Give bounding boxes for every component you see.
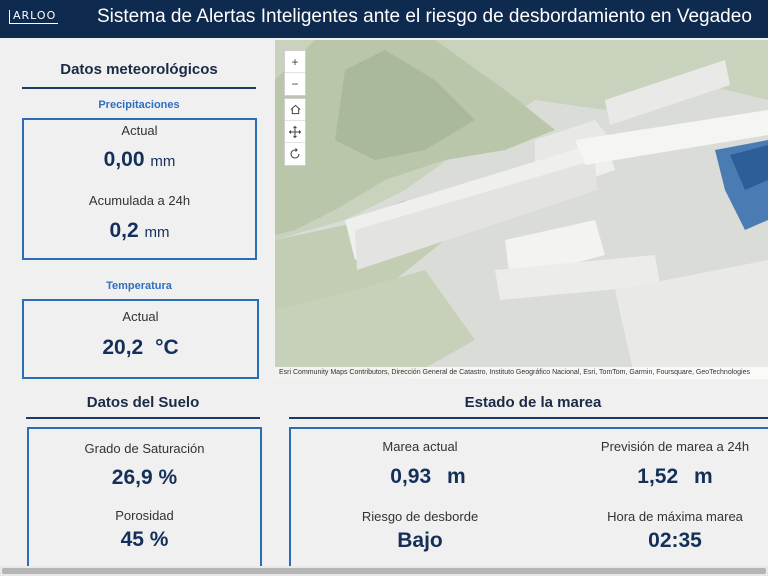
marea-current-value: 0,93 m xyxy=(308,465,548,489)
map-attribution: Esri Community Maps Contributors, Direcc… xyxy=(275,367,768,379)
saturation-value: 26,9 % xyxy=(111,466,178,489)
precip-acc-label: Acumulada a 24h xyxy=(88,193,191,208)
porosity-value: 45 % xyxy=(120,528,169,551)
scrollbar-thumb[interactable] xyxy=(2,568,766,574)
precip-acc-value: 0,2 mm xyxy=(22,219,257,243)
temp-card xyxy=(22,299,259,379)
precip-acc-unit: mm xyxy=(144,224,170,241)
zoom-out-button[interactable]: − xyxy=(291,77,299,91)
marea-maxtime-value: 02:35 xyxy=(648,529,702,552)
marea-forecast-label: Previsión de marea a 24h xyxy=(600,439,750,454)
rotate-icon xyxy=(290,148,300,159)
precip-actual-label: Actual xyxy=(121,123,158,138)
temp-title: Temperatura xyxy=(106,280,172,292)
navigation-controls xyxy=(284,98,306,166)
home-icon xyxy=(290,104,300,115)
marea-risk-label: Riesgo de desborde xyxy=(361,509,479,524)
marea-forecast-value: 1,52 m xyxy=(555,465,768,489)
map-scene xyxy=(275,40,768,379)
rotate-button[interactable] xyxy=(285,143,305,165)
temp-actual-unit: °C xyxy=(155,336,179,359)
marea-current-label: Marea actual xyxy=(382,439,458,454)
map-3d-view[interactable] xyxy=(275,40,768,379)
meteo-section-title: Datos meteorológicos xyxy=(60,61,218,78)
marea-current-number: 0,93 xyxy=(390,465,432,488)
pan-button[interactable] xyxy=(285,121,305,143)
marea-forecast-number: 1,52 xyxy=(637,465,679,488)
suelo-card xyxy=(27,427,262,572)
meteo-title-underline xyxy=(22,87,256,89)
suelo-section-title: Datos del Suelo xyxy=(86,394,200,411)
marea-title-underline xyxy=(289,417,768,419)
temp-actual-value: 20,2 °C xyxy=(22,336,259,360)
marea-forecast-unit: m xyxy=(694,465,713,488)
precip-actual-unit: mm xyxy=(150,153,176,170)
precip-card xyxy=(22,118,257,260)
page-title: Sistema de Alertas Inteligentes ante el … xyxy=(97,6,752,27)
temp-actual-label: Actual xyxy=(122,309,159,324)
precip-acc-number: 0,2 xyxy=(109,219,139,242)
home-button[interactable] xyxy=(285,99,305,121)
precip-actual-value: 0,00 mm xyxy=(22,148,257,172)
horizontal-scrollbar[interactable] xyxy=(0,566,768,576)
pan-icon xyxy=(289,125,301,138)
app-logo: ARLOO xyxy=(9,10,59,24)
suelo-title-underline xyxy=(26,417,260,419)
app-header: ARLOO Sistema de Alertas Inteligentes an… xyxy=(0,0,768,38)
porosity-label: Porosidad xyxy=(115,508,174,523)
precip-title: Precipitaciones xyxy=(98,99,180,111)
marea-card xyxy=(289,427,768,572)
marea-risk-value: Bajo xyxy=(397,529,443,552)
marea-current-unit: m xyxy=(447,465,466,488)
zoom-in-button[interactable]: + xyxy=(285,51,305,73)
marea-section-title: Estado de la marea xyxy=(464,394,602,411)
precip-actual-number: 0,00 xyxy=(103,148,145,171)
zoom-controls: + − xyxy=(284,50,306,96)
saturation-label: Grado de Saturación xyxy=(84,441,205,456)
marea-maxtime-label: Hora de máxima marea xyxy=(607,509,743,524)
temp-actual-number: 20,2 xyxy=(102,336,144,359)
